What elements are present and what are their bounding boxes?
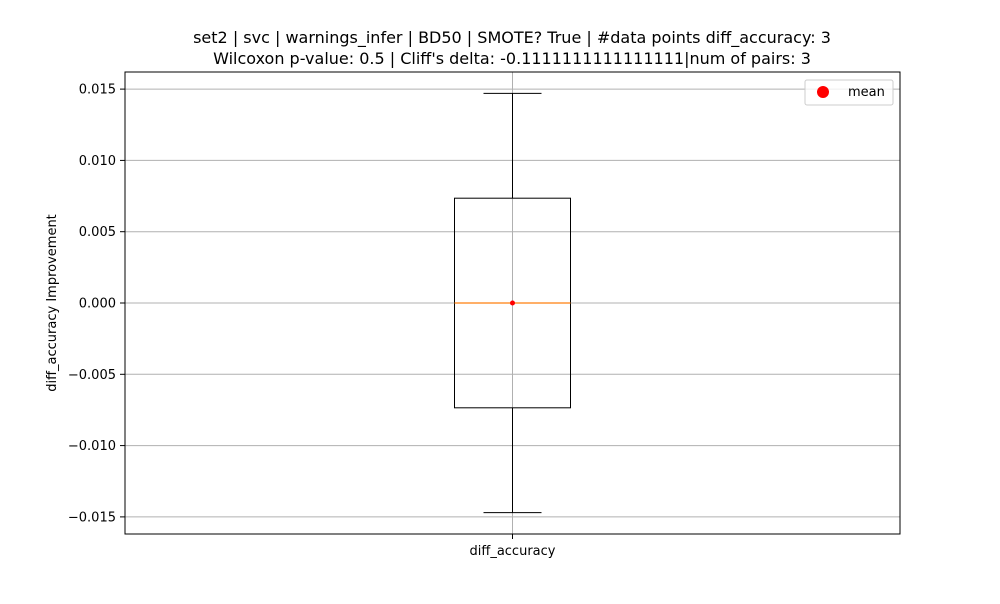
legend-box	[804, 79, 894, 106]
x-tick-label: diff_accuracy	[470, 544, 556, 559]
mean-marker	[510, 300, 515, 306]
box-layer	[454, 92, 571, 514]
y-tick-label: 0.010	[79, 154, 116, 169]
y-tick-label: −0.005	[68, 368, 116, 383]
y-tick-label: 0.000	[79, 297, 116, 312]
y-tick-label: 0.015	[79, 83, 116, 98]
chart-subtitle: Wilcoxon p-value: 0.5 | Cliff's delta: -…	[213, 49, 811, 68]
legend: mean	[804, 79, 894, 106]
legend-mean-marker	[817, 86, 829, 98]
legend-mean-label: mean	[848, 85, 885, 100]
tick-layer: −0.015 −0.010 −0.005 0.000 0.005 0.010 0.015 di…	[68, 83, 556, 559]
y-tick-label: −0.015	[68, 510, 116, 525]
y-tick-label: −0.010	[68, 439, 116, 454]
y-tick-label: 0.005	[79, 225, 116, 240]
chart-title: set2 | svc | warnings_infer | BD50 | SMO…	[193, 28, 831, 48]
y-axis-label: diff_accuracy Improvement	[45, 214, 60, 392]
